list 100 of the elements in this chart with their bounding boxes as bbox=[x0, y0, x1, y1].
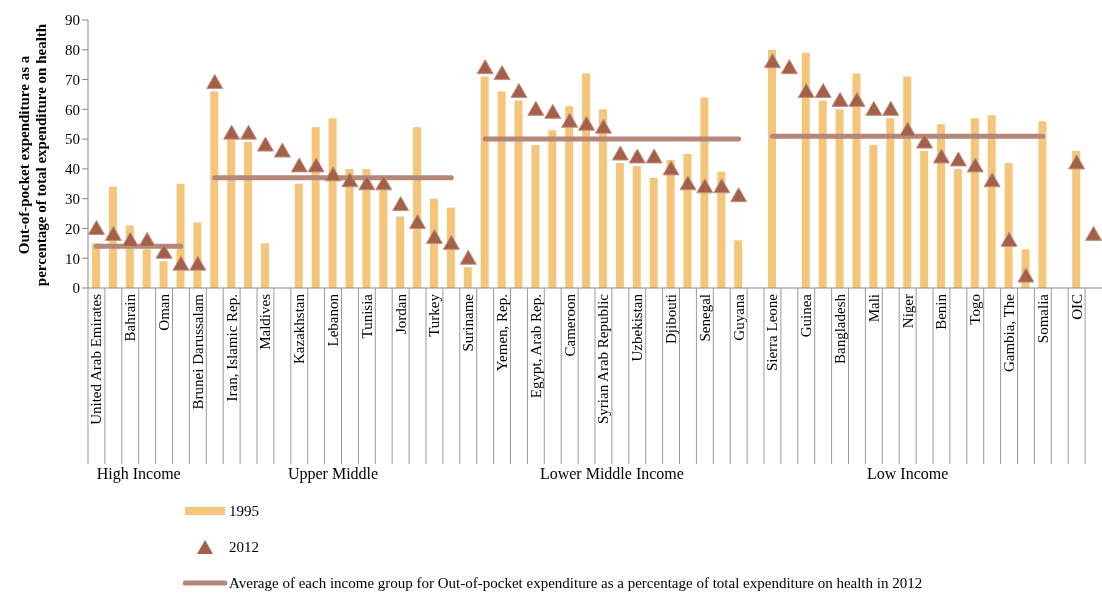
point bbox=[341, 172, 359, 188]
bar bbox=[244, 142, 253, 288]
point bbox=[594, 118, 612, 134]
bar bbox=[497, 91, 506, 288]
legend-label: 2012 bbox=[229, 538, 259, 556]
y-tick-label: 10 bbox=[65, 250, 80, 267]
bar bbox=[632, 165, 641, 288]
x-tick-label: Oman bbox=[156, 293, 173, 331]
bar bbox=[768, 49, 776, 288]
bar bbox=[953, 168, 962, 288]
point bbox=[104, 225, 122, 241]
bar bbox=[210, 91, 219, 288]
bar bbox=[700, 97, 709, 288]
point bbox=[155, 243, 173, 259]
point bbox=[459, 249, 477, 265]
bar bbox=[1038, 121, 1047, 288]
point bbox=[358, 175, 376, 191]
legend-label: Average of each income group for Out-of-pocket expenditure as a percentage of total expenditure on health in 2012 bbox=[229, 574, 923, 592]
point bbox=[696, 178, 714, 194]
x-tick-label: Turkey bbox=[426, 293, 443, 337]
point bbox=[865, 100, 883, 116]
bar bbox=[886, 118, 895, 288]
point bbox=[425, 228, 443, 244]
y-tick-label: 90 bbox=[65, 12, 80, 29]
point bbox=[797, 82, 815, 98]
point bbox=[1085, 225, 1102, 241]
point bbox=[814, 82, 832, 98]
point bbox=[476, 59, 494, 75]
point bbox=[1017, 267, 1035, 283]
bar bbox=[869, 145, 878, 288]
y-tick-label: 50 bbox=[65, 131, 80, 148]
bar bbox=[818, 100, 827, 288]
point bbox=[763, 53, 781, 69]
x-tick-label: Benin bbox=[933, 293, 950, 330]
y-tick-label: 80 bbox=[65, 42, 80, 59]
bar bbox=[142, 249, 151, 288]
bar bbox=[683, 154, 692, 288]
x-tick-label: Guinea bbox=[798, 293, 815, 338]
point bbox=[949, 151, 967, 167]
point bbox=[848, 91, 866, 107]
point bbox=[409, 213, 427, 229]
bar bbox=[294, 183, 303, 288]
point bbox=[645, 148, 663, 164]
x-tick-label: OIC bbox=[1068, 294, 1085, 320]
x-tick-label: Niger bbox=[899, 294, 916, 329]
text: Low Income bbox=[866, 465, 950, 483]
bar bbox=[514, 100, 523, 288]
point bbox=[87, 219, 105, 235]
x-tick-label: Egypt, Arab Rep. bbox=[527, 294, 544, 399]
bar bbox=[903, 76, 912, 288]
point bbox=[442, 234, 460, 250]
x-tick-label: Gambia, The bbox=[1001, 293, 1018, 373]
bar bbox=[396, 216, 405, 288]
bar bbox=[328, 118, 337, 288]
point bbox=[290, 157, 308, 173]
point bbox=[121, 231, 139, 247]
x-tick-label: Jordan bbox=[392, 293, 409, 334]
x-tick-label: Djibouti bbox=[663, 294, 680, 345]
point bbox=[510, 82, 528, 98]
text: Lower Middle Income bbox=[538, 465, 685, 483]
point bbox=[983, 172, 1001, 188]
point bbox=[240, 124, 258, 140]
point bbox=[493, 65, 511, 81]
x-tick-label: Maldives bbox=[257, 293, 274, 350]
bar bbox=[920, 151, 929, 288]
legend-label: 1995 bbox=[229, 502, 259, 520]
x-tick-label: United Arab Emirates bbox=[88, 293, 105, 425]
point bbox=[662, 160, 680, 176]
x-tick-label: Iran, Islamic Rep. bbox=[223, 294, 240, 402]
point bbox=[780, 59, 798, 75]
point bbox=[882, 100, 900, 116]
bar bbox=[582, 73, 591, 288]
x-tick-label: Kazakhstan bbox=[291, 293, 308, 364]
bar bbox=[92, 243, 100, 288]
x-tick-label: Senegal bbox=[696, 294, 713, 342]
x-tick-label: Togo bbox=[967, 294, 984, 325]
bar bbox=[480, 76, 489, 288]
bar bbox=[734, 240, 743, 288]
y-tick-label: 70 bbox=[65, 71, 80, 88]
y-tick-label: 0 bbox=[72, 280, 80, 297]
point bbox=[307, 157, 325, 173]
x-tick-label: Cameroon bbox=[561, 293, 578, 357]
point bbox=[172, 255, 190, 271]
point bbox=[561, 112, 579, 128]
point bbox=[899, 121, 917, 137]
point bbox=[679, 175, 697, 191]
x-tick-label: Suriname bbox=[460, 293, 477, 352]
x-tick-label: Uzbekistan bbox=[629, 293, 646, 362]
point bbox=[324, 166, 342, 182]
bar bbox=[531, 145, 540, 288]
bar bbox=[835, 109, 844, 288]
point bbox=[1068, 154, 1086, 170]
bar bbox=[379, 189, 388, 288]
bar bbox=[463, 267, 472, 288]
point bbox=[578, 115, 596, 131]
point bbox=[1000, 231, 1018, 247]
point bbox=[966, 157, 984, 173]
point bbox=[544, 103, 562, 119]
point bbox=[392, 196, 410, 212]
bar bbox=[159, 261, 168, 288]
